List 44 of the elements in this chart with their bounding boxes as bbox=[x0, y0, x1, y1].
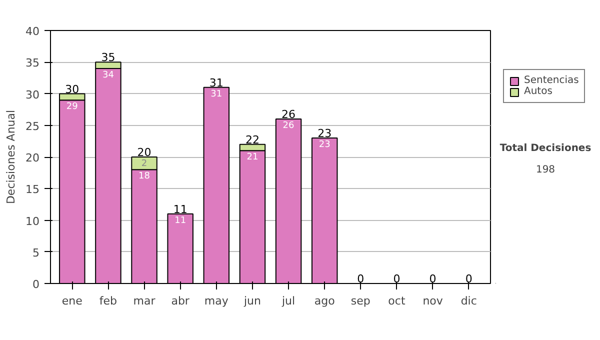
x-tick-label: oct bbox=[388, 294, 406, 308]
x-tick-label: ene bbox=[62, 294, 83, 308]
x-tick-label: ago bbox=[314, 294, 336, 308]
total-label: 23 bbox=[318, 127, 332, 140]
total-label: 30 bbox=[65, 82, 80, 96]
y-tick-label: 25 bbox=[26, 120, 40, 133]
y-tick-label: 5 bbox=[32, 246, 40, 260]
y-axis-title: Decisiones Anual bbox=[4, 110, 18, 204]
y-tick-label: 20 bbox=[26, 152, 40, 164]
data-label: 26 bbox=[282, 121, 295, 132]
total-label: 35 bbox=[101, 51, 116, 64]
y-tick-label: 35 bbox=[26, 56, 40, 70]
x-tick-label: mar bbox=[133, 294, 156, 308]
y-tick-label: 0 bbox=[32, 278, 40, 291]
total-label: 20 bbox=[137, 146, 152, 159]
data-label: 18 bbox=[138, 172, 150, 182]
x-tick-label: nov bbox=[422, 294, 444, 308]
x-tick-label: abr bbox=[171, 294, 190, 308]
data-label: 31 bbox=[210, 89, 222, 100]
y-tick-label: 30 bbox=[26, 88, 40, 102]
x-tick-label: feb bbox=[99, 294, 118, 308]
total-label: 26 bbox=[282, 108, 296, 122]
data-label: 21 bbox=[246, 152, 258, 163]
data-label: 29 bbox=[66, 102, 78, 112]
data-label: 11 bbox=[174, 216, 186, 226]
x-tick-label: may bbox=[204, 294, 229, 308]
x-tick-label: sep bbox=[350, 294, 370, 308]
data-label: 2 bbox=[141, 159, 148, 169]
y-tick-label: 40 bbox=[26, 25, 40, 38]
x-tick-label: dic bbox=[460, 294, 477, 308]
text: Total Decisiones bbox=[500, 143, 592, 154]
total-label: 31 bbox=[209, 76, 224, 90]
total-label: 0 bbox=[357, 272, 364, 286]
text: 198 bbox=[536, 164, 556, 176]
legend-label: Autos bbox=[524, 86, 552, 97]
y-tick-label: 15 bbox=[26, 183, 40, 196]
x-tick-label: jul bbox=[280, 294, 296, 308]
data-label: 34 bbox=[102, 70, 114, 80]
total-label: 22 bbox=[245, 133, 260, 146]
x-tick-label: jun bbox=[242, 294, 261, 308]
y-tick-label: 10 bbox=[26, 214, 40, 228]
total-label: 11 bbox=[173, 202, 188, 216]
data-label: 23 bbox=[318, 140, 330, 150]
legend-label: Sentencias bbox=[524, 75, 579, 86]
